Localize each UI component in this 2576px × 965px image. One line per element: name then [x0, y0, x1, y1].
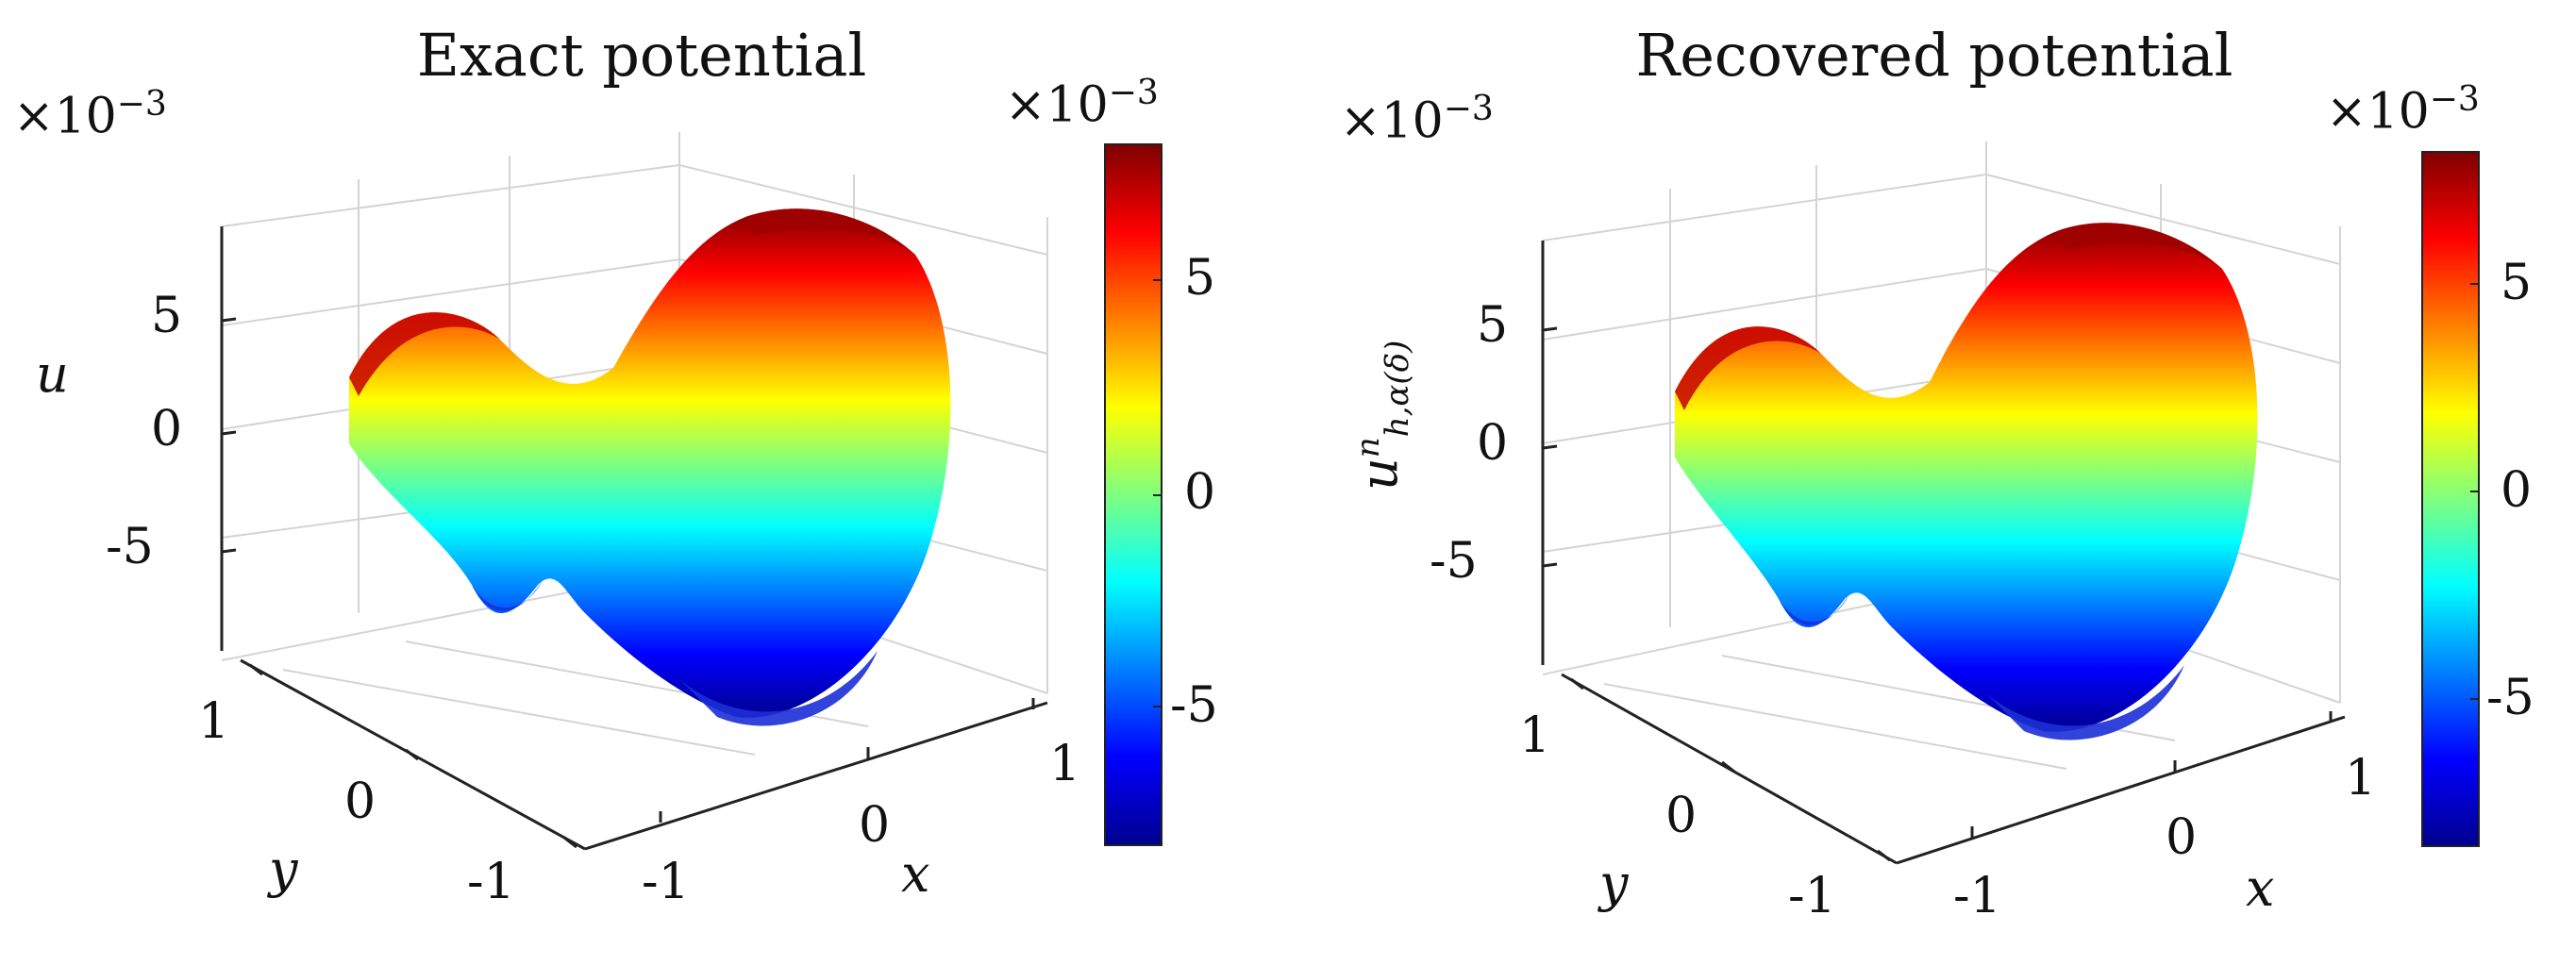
z-axis-label: unh,α(δ): [1349, 340, 1416, 491]
x-tick: -1: [1953, 868, 2001, 924]
colorbar-tick-mark: [1153, 494, 1163, 496]
x-tick: 1: [2345, 750, 2377, 807]
z-tick: -5: [106, 519, 154, 575]
colorbar-tick-mark: [1153, 706, 1163, 707]
colorbar-exponent: ×10−3: [1005, 74, 1159, 134]
exact-potential-panel: Exact potential: [0, 0, 1283, 965]
colorbar-tick-mark: [2470, 698, 2480, 700]
tick-marks: [221, 317, 1035, 849]
y-tick: -1: [1788, 868, 1836, 924]
z-tick: 5: [1477, 297, 1509, 354]
x-axis-label: x: [2246, 858, 2275, 918]
colorbar-tick-mark: [1153, 279, 1163, 281]
y-tick: 0: [1665, 788, 1698, 844]
y-tick: -1: [467, 854, 515, 910]
colorbar-tick: 5: [2501, 255, 2533, 311]
colorbar-tick: 5: [1184, 250, 1216, 307]
z-tick: -5: [1430, 533, 1478, 590]
surface: [1675, 223, 2258, 740]
colorbar-tick: 0: [1184, 464, 1216, 521]
z-exponent: ×10−3: [1340, 90, 1494, 150]
y-axis-label: y: [269, 840, 298, 899]
surface-plot: [220, 132, 1048, 851]
colorbar: [1104, 143, 1163, 846]
z-tick: 0: [151, 401, 183, 458]
tick-marks: [1542, 326, 2333, 862]
z-axis-label: u: [36, 344, 69, 404]
colorbar-tick: -5: [1170, 677, 1218, 734]
y-axis-label: y: [1599, 854, 1629, 913]
colorbar-tick: 0: [2501, 462, 2533, 519]
x-tick: 1: [1049, 736, 1081, 792]
recovered-potential-panel: Recovered potential: [1293, 0, 2576, 965]
z-exponent: ×10−3: [13, 85, 167, 145]
x-tick: 0: [859, 797, 891, 854]
z-tick: 5: [151, 288, 183, 344]
y-tick: 1: [1519, 707, 1551, 764]
colorbar: [2421, 151, 2480, 847]
y-tick: 1: [198, 693, 230, 750]
colorbar-exponent: ×10−3: [2326, 80, 2480, 141]
surface: [349, 208, 951, 726]
z-tick: 0: [1477, 415, 1509, 472]
surface-plot: [1541, 141, 2346, 865]
x-tick: -1: [642, 854, 690, 910]
chart-title: Exact potential: [416, 21, 867, 90]
colorbar-tick-mark: [2470, 491, 2480, 492]
x-axis-label: x: [901, 844, 930, 904]
y-tick: 0: [344, 774, 376, 830]
colorbar-tick: -5: [2486, 670, 2534, 726]
colorbar-tick-mark: [2470, 283, 2480, 285]
x-tick: 0: [2166, 809, 2198, 866]
chart-title: Recovered potential: [1635, 21, 2233, 90]
